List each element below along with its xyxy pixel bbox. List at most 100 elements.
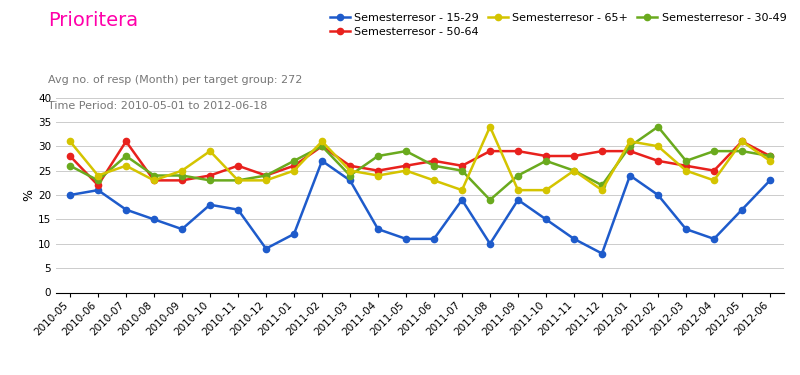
Semesterresor - 65+ (458, 188, 467, 192)
Semesterresor - 65+ (290, 168, 299, 173)
Semesterresor - 65+ (429, 178, 438, 183)
Semesterresor - 50-64 (738, 139, 747, 144)
Semesterresor - 15-29 (178, 227, 187, 231)
Semesterresor - 65+ (765, 159, 774, 163)
Semesterresor - 65+ (597, 188, 607, 192)
Semesterresor - 15-29 (290, 232, 299, 236)
Semesterresor - 15-29 (541, 217, 550, 222)
Semesterresor - 30-49 (261, 173, 270, 178)
Line: Semesterresor - 65+: Semesterresor - 65+ (67, 124, 773, 193)
Semesterresor - 30-49 (429, 164, 438, 168)
Semesterresor - 15-29 (765, 178, 774, 183)
Semesterresor - 65+ (234, 178, 243, 183)
Line: Semesterresor - 15-29: Semesterresor - 15-29 (67, 158, 773, 256)
Semesterresor - 65+ (653, 144, 662, 148)
Semesterresor - 65+ (261, 178, 270, 183)
Semesterresor - 50-64 (485, 149, 494, 153)
Semesterresor - 50-64 (597, 149, 607, 153)
Semesterresor - 65+ (93, 173, 102, 178)
Semesterresor - 30-49 (710, 149, 719, 153)
Semesterresor - 15-29 (93, 188, 102, 192)
Semesterresor - 15-29 (626, 173, 635, 178)
Semesterresor - 15-29 (317, 159, 327, 163)
Semesterresor - 30-49 (122, 154, 131, 158)
Semesterresor - 30-49 (626, 144, 635, 148)
Semesterresor - 15-29 (149, 217, 158, 222)
Semesterresor - 15-29 (738, 207, 747, 212)
Semesterresor - 30-49 (541, 159, 550, 163)
Semesterresor - 30-49 (402, 149, 411, 153)
Semesterresor - 15-29 (205, 202, 214, 207)
Semesterresor - 15-29 (429, 237, 438, 241)
Semesterresor - 50-64 (122, 139, 131, 144)
Semesterresor - 50-64 (234, 164, 243, 168)
Semesterresor - 30-49 (570, 168, 579, 173)
Semesterresor - 30-49 (93, 178, 102, 183)
Semesterresor - 65+ (178, 168, 187, 173)
Semesterresor - 65+ (570, 168, 579, 173)
Semesterresor - 30-49 (178, 173, 187, 178)
Semesterresor - 30-49 (682, 159, 691, 163)
Semesterresor - 15-29 (653, 193, 662, 197)
Semesterresor - 65+ (682, 168, 691, 173)
Semesterresor - 15-29 (402, 237, 411, 241)
Semesterresor - 30-49 (597, 183, 607, 188)
Semesterresor - 30-49 (373, 154, 383, 158)
Semesterresor - 50-64 (93, 183, 102, 188)
Semesterresor - 30-49 (317, 144, 327, 148)
Semesterresor - 50-64 (458, 164, 467, 168)
Semesterresor - 50-64 (205, 173, 214, 178)
Semesterresor - 65+ (485, 124, 494, 129)
Semesterresor - 15-29 (514, 198, 523, 202)
Semesterresor - 50-64 (178, 178, 187, 183)
Semesterresor - 50-64 (626, 149, 635, 153)
Semesterresor - 50-64 (710, 168, 719, 173)
Semesterresor - 50-64 (765, 154, 774, 158)
Semesterresor - 15-29 (485, 242, 494, 246)
Semesterresor - 15-29 (597, 251, 607, 256)
Y-axis label: %: % (22, 189, 35, 201)
Semesterresor - 65+ (122, 164, 131, 168)
Semesterresor - 65+ (402, 168, 411, 173)
Line: Semesterresor - 50-64: Semesterresor - 50-64 (67, 138, 773, 188)
Semesterresor - 65+ (738, 139, 747, 144)
Semesterresor - 65+ (514, 188, 523, 192)
Semesterresor - 65+ (149, 178, 158, 183)
Semesterresor - 30-49 (653, 124, 662, 129)
Semesterresor - 65+ (317, 139, 327, 144)
Semesterresor - 65+ (205, 149, 214, 153)
Semesterresor - 15-29 (66, 193, 75, 197)
Semesterresor - 50-64 (346, 164, 355, 168)
Semesterresor - 50-64 (402, 164, 411, 168)
Semesterresor - 50-64 (373, 168, 383, 173)
Semesterresor - 50-64 (570, 154, 579, 158)
Semesterresor - 50-64 (541, 154, 550, 158)
Semesterresor - 50-64 (653, 159, 662, 163)
Text: Prioritera: Prioritera (48, 11, 138, 30)
Semesterresor - 30-49 (234, 178, 243, 183)
Semesterresor - 15-29 (570, 237, 579, 241)
Semesterresor - 15-29 (261, 246, 270, 251)
Semesterresor - 65+ (710, 178, 719, 183)
Semesterresor - 65+ (626, 139, 635, 144)
Semesterresor - 15-29 (373, 227, 383, 231)
Semesterresor - 50-64 (682, 164, 691, 168)
Semesterresor - 30-49 (738, 149, 747, 153)
Semesterresor - 15-29 (682, 227, 691, 231)
Semesterresor - 65+ (66, 139, 75, 144)
Semesterresor - 50-64 (290, 164, 299, 168)
Semesterresor - 15-29 (458, 198, 467, 202)
Semesterresor - 30-49 (149, 173, 158, 178)
Legend: Semesterresor - 15-29, Semesterresor - 50-64, Semesterresor - 65+, Semesterresor: Semesterresor - 15-29, Semesterresor - 5… (330, 13, 786, 37)
Semesterresor - 50-64 (317, 144, 327, 148)
Semesterresor - 65+ (373, 173, 383, 178)
Semesterresor - 15-29 (234, 207, 243, 212)
Semesterresor - 30-49 (458, 168, 467, 173)
Semesterresor - 15-29 (710, 237, 719, 241)
Semesterresor - 50-64 (514, 149, 523, 153)
Semesterresor - 65+ (541, 188, 550, 192)
Semesterresor - 30-49 (66, 164, 75, 168)
Text: Avg no. of resp (Month) per target group: 272: Avg no. of resp (Month) per target group… (48, 75, 302, 85)
Semesterresor - 15-29 (122, 207, 131, 212)
Semesterresor - 30-49 (346, 173, 355, 178)
